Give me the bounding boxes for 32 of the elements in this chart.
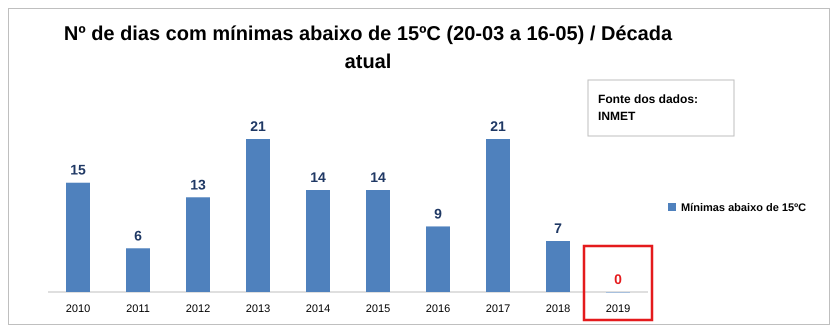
bar [246, 139, 270, 292]
x-tick-label: 2017 [486, 303, 510, 315]
x-tick-label: 2011 [126, 303, 150, 315]
data-label: 9 [434, 205, 442, 222]
data-label: 0 [614, 271, 622, 287]
data-label: 14 [370, 169, 386, 185]
legend-label: Mínimas abaixo de 15ºC [681, 202, 806, 214]
bar [306, 190, 330, 292]
x-tick-label: 2015 [366, 303, 390, 315]
x-tick-label: 2018 [546, 303, 570, 315]
source-note: Fonte dos dados: INMET [598, 92, 698, 123]
x-tick-label: 2013 [246, 303, 270, 315]
x-tick-label: 2010 [66, 303, 90, 315]
x-tick-label: 2019 [606, 303, 630, 315]
x-tick-label: 2012 [186, 303, 210, 315]
bar [186, 197, 210, 292]
chart-title: Nº de dias com mínimas abaixo de 15ºC (20-03 a 16-05) / Década atual [64, 23, 673, 73]
bar [66, 182, 90, 292]
data-label: 21 [250, 118, 266, 134]
bar [546, 241, 570, 292]
data-label: 14 [310, 169, 326, 185]
data-label: 13 [190, 176, 206, 192]
x-tick-label: 2014 [306, 303, 330, 315]
data-label: 21 [490, 118, 506, 134]
x-tick-label: 2016 [426, 303, 450, 315]
data-label: 6 [134, 227, 142, 244]
bar [126, 248, 150, 292]
bar [426, 226, 450, 292]
bar [486, 139, 510, 292]
bar [366, 190, 390, 292]
data-label: 15 [70, 162, 86, 178]
data-label: 7 [554, 220, 562, 236]
